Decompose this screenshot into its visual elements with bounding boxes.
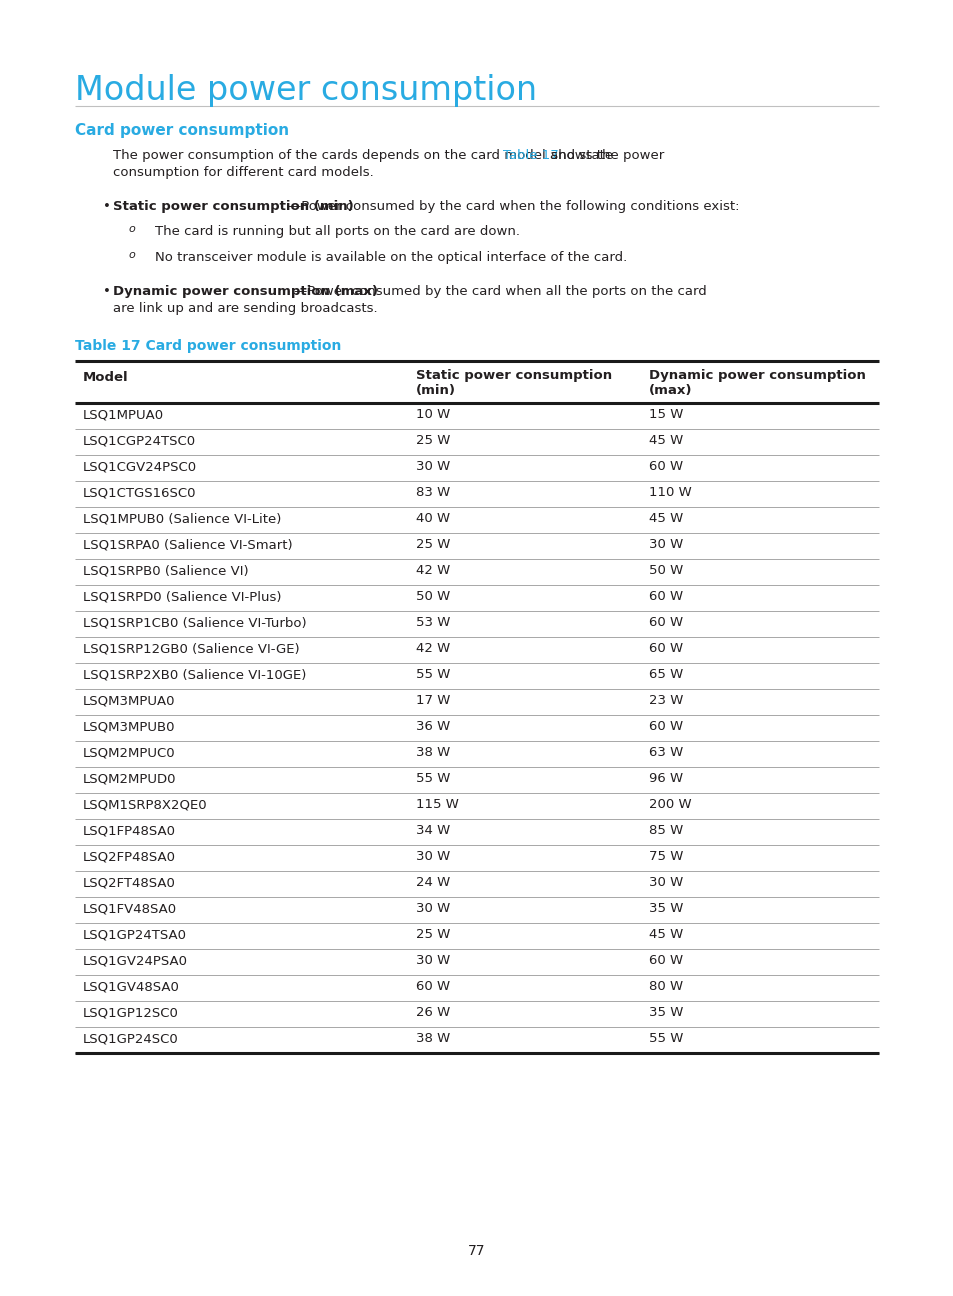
Text: 53 W: 53 W xyxy=(416,617,450,630)
Text: 34 W: 34 W xyxy=(416,824,450,837)
Text: 60 W: 60 W xyxy=(648,591,682,604)
Text: •: • xyxy=(103,285,111,298)
Text: 30 W: 30 W xyxy=(416,902,450,915)
Text: LSQM2MPUD0: LSQM2MPUD0 xyxy=(83,772,176,785)
Text: o: o xyxy=(128,224,134,235)
Text: LSQ1SRPA0 (Salience VI-Smart): LSQ1SRPA0 (Salience VI-Smart) xyxy=(83,538,293,551)
Text: 77: 77 xyxy=(468,1244,485,1258)
Text: 60 W: 60 W xyxy=(648,617,682,630)
Text: Table 17 Card power consumption: Table 17 Card power consumption xyxy=(75,340,341,354)
Text: are link up and are sending broadcasts.: are link up and are sending broadcasts. xyxy=(112,302,377,315)
Text: 75 W: 75 W xyxy=(648,850,682,863)
Text: Static power consumption: Static power consumption xyxy=(416,369,612,382)
Text: Table 17: Table 17 xyxy=(503,149,558,162)
Text: LSQ1CGV24PSC0: LSQ1CGV24PSC0 xyxy=(83,460,197,473)
Text: LSQ1CTGS16SC0: LSQ1CTGS16SC0 xyxy=(83,486,196,499)
Text: LSQ1GP24SC0: LSQ1GP24SC0 xyxy=(83,1033,178,1046)
Text: 36 W: 36 W xyxy=(416,721,450,734)
Text: LSQ1GV24PSA0: LSQ1GV24PSA0 xyxy=(83,954,188,967)
Text: 85 W: 85 W xyxy=(648,824,682,837)
Text: LSQ1GV48SA0: LSQ1GV48SA0 xyxy=(83,980,180,994)
Text: LSQ1FV48SA0: LSQ1FV48SA0 xyxy=(83,902,177,915)
Text: 60 W: 60 W xyxy=(648,721,682,734)
Text: 25 W: 25 W xyxy=(416,434,450,447)
Text: LSQ1SRPD0 (Salience VI-Plus): LSQ1SRPD0 (Salience VI-Plus) xyxy=(83,591,281,604)
Text: 30 W: 30 W xyxy=(416,954,450,967)
Text: 30 W: 30 W xyxy=(648,876,682,889)
Text: 50 W: 50 W xyxy=(648,564,682,578)
Text: LSQ2FP48SA0: LSQ2FP48SA0 xyxy=(83,850,175,863)
Text: 45 W: 45 W xyxy=(648,512,682,525)
Text: 60 W: 60 W xyxy=(648,460,682,473)
Text: 30 W: 30 W xyxy=(416,460,450,473)
Text: 40 W: 40 W xyxy=(416,512,450,525)
Text: Static power consumption (min): Static power consumption (min) xyxy=(112,200,354,213)
Text: LSQM3MPUA0: LSQM3MPUA0 xyxy=(83,695,175,708)
Text: 35 W: 35 W xyxy=(648,902,682,915)
Text: 83 W: 83 W xyxy=(416,486,450,499)
Text: 15 W: 15 W xyxy=(648,408,682,421)
Text: 38 W: 38 W xyxy=(416,746,450,759)
Text: consumption for different card models.: consumption for different card models. xyxy=(112,166,374,179)
Text: LSQ1GP12SC0: LSQ1GP12SC0 xyxy=(83,1007,179,1020)
Text: 17 W: 17 W xyxy=(416,695,450,708)
Text: 115 W: 115 W xyxy=(416,798,458,811)
Text: o: o xyxy=(128,250,134,260)
Text: shows the power: shows the power xyxy=(546,149,663,162)
Text: Model: Model xyxy=(83,372,129,385)
Text: 60 W: 60 W xyxy=(648,643,682,656)
Text: LSQ1CGP24TSC0: LSQ1CGP24TSC0 xyxy=(83,434,196,447)
Text: 55 W: 55 W xyxy=(416,772,450,785)
Text: The power consumption of the cards depends on the card model and state.: The power consumption of the cards depen… xyxy=(112,149,620,162)
Text: 45 W: 45 W xyxy=(648,434,682,447)
Text: LSQ2FT48SA0: LSQ2FT48SA0 xyxy=(83,876,175,889)
Text: 25 W: 25 W xyxy=(416,928,450,941)
Text: 65 W: 65 W xyxy=(648,669,682,682)
Text: 55 W: 55 W xyxy=(648,1033,682,1046)
Text: LSQ1SRP12GB0 (Salience VI-GE): LSQ1SRP12GB0 (Salience VI-GE) xyxy=(83,643,299,656)
Text: 23 W: 23 W xyxy=(648,695,682,708)
Text: 63 W: 63 W xyxy=(648,746,682,759)
Text: LSQ1FP48SA0: LSQ1FP48SA0 xyxy=(83,824,175,837)
Text: LSQM3MPUB0: LSQM3MPUB0 xyxy=(83,721,175,734)
Text: LSQ1SRP1CB0 (Salience VI-Turbo): LSQ1SRP1CB0 (Salience VI-Turbo) xyxy=(83,617,306,630)
Text: The card is running but all ports on the card are down.: The card is running but all ports on the… xyxy=(154,226,519,238)
Text: LSQM1SRP8X2QE0: LSQM1SRP8X2QE0 xyxy=(83,798,208,811)
Text: Dynamic power consumption (max): Dynamic power consumption (max) xyxy=(112,285,377,298)
Text: Dynamic power consumption: Dynamic power consumption xyxy=(648,369,865,382)
Text: —Power consumed by the card when the following conditions exist:: —Power consumed by the card when the fol… xyxy=(288,200,740,213)
Text: 42 W: 42 W xyxy=(416,643,450,656)
Text: —Power consumed by the card when all the ports on the card: —Power consumed by the card when all the… xyxy=(294,285,706,298)
Text: No transceiver module is available on the optical interface of the card.: No transceiver module is available on th… xyxy=(154,251,626,264)
Text: LSQ1MPUB0 (Salience VI-Lite): LSQ1MPUB0 (Salience VI-Lite) xyxy=(83,512,281,525)
Text: 200 W: 200 W xyxy=(648,798,691,811)
Text: 10 W: 10 W xyxy=(416,408,450,421)
Text: 30 W: 30 W xyxy=(416,850,450,863)
Text: 30 W: 30 W xyxy=(648,538,682,551)
Text: 24 W: 24 W xyxy=(416,876,450,889)
Text: Card power consumption: Card power consumption xyxy=(75,123,289,137)
Text: 110 W: 110 W xyxy=(648,486,691,499)
Text: 80 W: 80 W xyxy=(648,980,682,994)
Text: Module power consumption: Module power consumption xyxy=(75,74,537,108)
Text: 96 W: 96 W xyxy=(648,772,682,785)
Text: LSQ1SRPB0 (Salience VI): LSQ1SRPB0 (Salience VI) xyxy=(83,564,249,578)
Text: 50 W: 50 W xyxy=(416,591,450,604)
Text: 42 W: 42 W xyxy=(416,564,450,578)
Text: 60 W: 60 W xyxy=(648,954,682,967)
Text: 26 W: 26 W xyxy=(416,1007,450,1020)
Text: 25 W: 25 W xyxy=(416,538,450,551)
Text: (min): (min) xyxy=(416,385,456,398)
Text: 60 W: 60 W xyxy=(416,980,450,994)
Text: LSQ1GP24TSA0: LSQ1GP24TSA0 xyxy=(83,928,187,941)
Text: 45 W: 45 W xyxy=(648,928,682,941)
Text: •: • xyxy=(103,200,111,213)
Text: LSQ1MPUA0: LSQ1MPUA0 xyxy=(83,408,164,421)
Text: 35 W: 35 W xyxy=(648,1007,682,1020)
Text: LSQ1SRP2XB0 (Salience VI-10GE): LSQ1SRP2XB0 (Salience VI-10GE) xyxy=(83,669,306,682)
Text: LSQM2MPUC0: LSQM2MPUC0 xyxy=(83,746,175,759)
Text: 38 W: 38 W xyxy=(416,1033,450,1046)
Text: (max): (max) xyxy=(648,385,692,398)
Text: 55 W: 55 W xyxy=(416,669,450,682)
